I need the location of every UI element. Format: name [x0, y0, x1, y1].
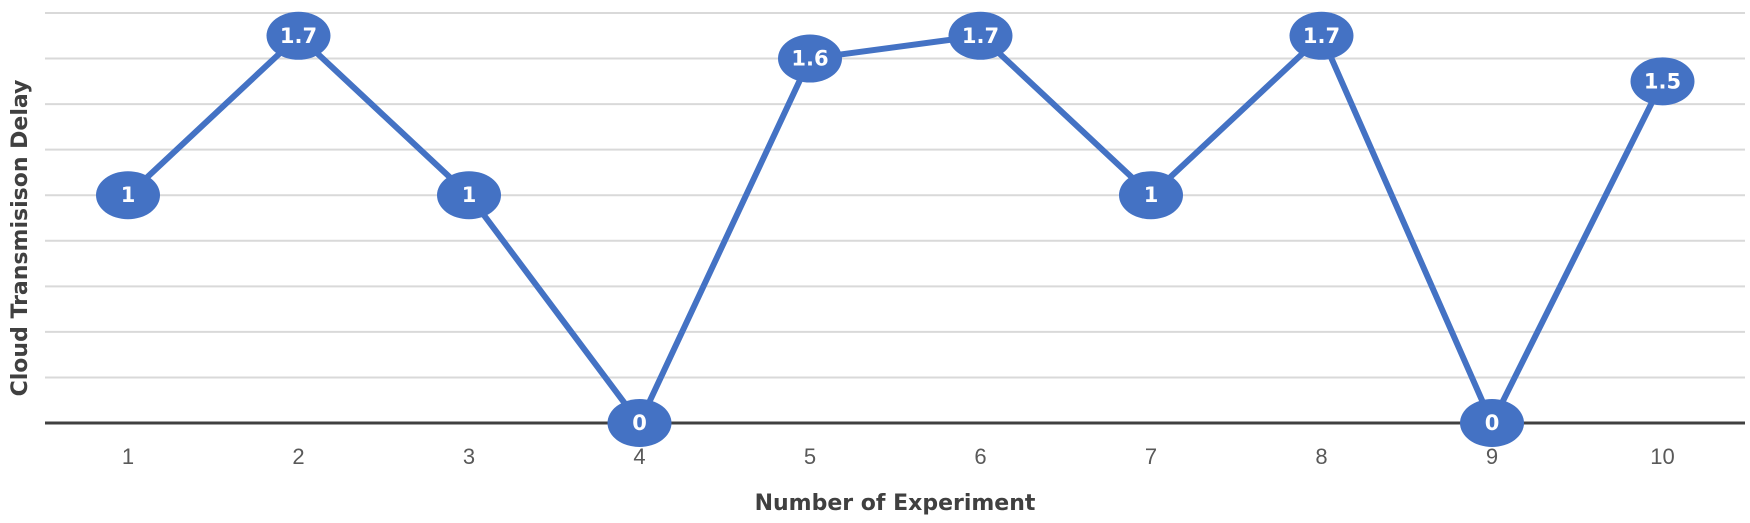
data-marker [1289, 11, 1354, 60]
data-point: 1.7 [266, 11, 331, 60]
data-marker [607, 399, 672, 447]
data-label: 0 [1485, 411, 1500, 435]
data-point: 0 [1460, 399, 1524, 447]
data-marker [437, 171, 501, 220]
x-tick-label: 10 [1650, 444, 1674, 469]
data-point: 1.7 [1289, 11, 1354, 60]
data-label: 1.7 [1303, 24, 1340, 48]
data-label: 1.7 [962, 24, 999, 48]
data-marker [1460, 399, 1524, 447]
data-marker [96, 171, 160, 220]
data-marker [1630, 57, 1695, 106]
series-line [125, 32, 1666, 426]
data-point: 0 [607, 399, 672, 447]
data-label: 0 [632, 411, 647, 435]
x-axis-title: Number of Experiment [755, 491, 1036, 516]
data-marker [1119, 171, 1183, 220]
x-tick-label: 9 [1486, 444, 1498, 469]
data-label: 1 [1144, 183, 1159, 207]
x-tick-label: 7 [1145, 444, 1157, 469]
data-point: 1.6 [778, 34, 842, 83]
data-label: 1.6 [791, 47, 828, 71]
data-points: 1 1.7 1 0 1.6 1.7 1 1.7 0 1.5 [96, 11, 1695, 447]
x-tick-label: 3 [463, 444, 475, 469]
x-tick-label: 2 [292, 444, 304, 469]
data-label: 1.7 [280, 24, 317, 48]
data-point: 1 [1119, 171, 1183, 220]
data-point: 1.7 [948, 11, 1013, 60]
data-marker [778, 34, 842, 83]
x-tick-label: 6 [974, 444, 986, 469]
x-tick-label: 4 [633, 444, 645, 469]
data-marker [266, 11, 331, 60]
x-tick-label: 1 [122, 444, 134, 469]
data-point: 1.5 [1630, 57, 1695, 106]
x-tick-label: 8 [1315, 444, 1327, 469]
data-marker [948, 11, 1013, 60]
y-axis-title: Cloud Transmisison Delay [8, 80, 33, 397]
x-tick-label: 5 [804, 444, 816, 469]
data-label: 1 [121, 183, 136, 207]
data-label: 1.5 [1644, 69, 1681, 93]
data-point: 1 [96, 171, 160, 220]
gridlines [45, 12, 1745, 379]
data-label: 1 [462, 183, 477, 207]
data-point: 1 [437, 171, 501, 220]
x-tick-labels: 1 2 3 4 5 6 7 8 9 10 [122, 444, 1675, 469]
